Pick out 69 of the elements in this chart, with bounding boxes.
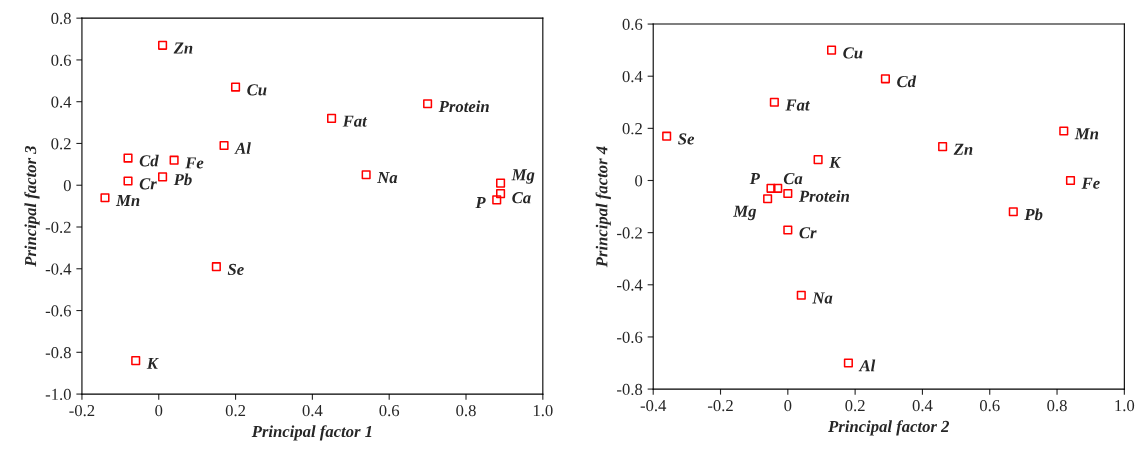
y-tick-label: -0.4 bbox=[617, 279, 643, 291]
x-tick-label: 0.2 bbox=[225, 404, 246, 417]
annotation: Cd bbox=[897, 75, 917, 88]
y-tick-label: 0.6 bbox=[51, 54, 72, 66]
annotation: Protein bbox=[798, 190, 850, 202]
y-tick-label: -0.6 bbox=[45, 305, 72, 317]
annotation: Pb bbox=[1024, 208, 1043, 221]
annotation: P bbox=[749, 173, 760, 184]
y-tick-label: -0.4 bbox=[45, 263, 72, 275]
annotation: Na bbox=[377, 172, 398, 184]
annotation: Fe bbox=[1081, 177, 1100, 189]
annotation: Se bbox=[678, 133, 695, 145]
annotation: Se bbox=[227, 263, 244, 276]
y-tick-label: 0.2 bbox=[622, 123, 642, 135]
annotation: Cu bbox=[247, 84, 267, 96]
annotation: Mn bbox=[115, 195, 140, 206]
y-tick-label: 0.4 bbox=[51, 96, 72, 108]
x-tick-label: -0.2 bbox=[707, 399, 733, 412]
annotation: Fat bbox=[785, 99, 810, 111]
x-tick-label: -0.2 bbox=[69, 404, 95, 417]
annotation: Cr bbox=[799, 227, 817, 239]
y-tick-label: 0 bbox=[635, 175, 643, 187]
y-tick-label: 0.2 bbox=[51, 138, 71, 150]
x-tick-label: 0.2 bbox=[845, 399, 865, 412]
x-tick-label: 1.0 bbox=[1115, 399, 1135, 412]
x-tick-label: 0.8 bbox=[456, 404, 476, 417]
x-axis-title: Principal factor 2 bbox=[828, 420, 950, 436]
x-axis-title: Principal factor 1 bbox=[251, 425, 372, 441]
y-tick-label: -0.2 bbox=[617, 227, 642, 239]
annotation: Protein bbox=[438, 100, 489, 113]
x-tick-label: 0.6 bbox=[379, 404, 400, 417]
annotation: Na bbox=[812, 292, 833, 304]
annotation: K bbox=[146, 357, 159, 369]
y-tick-label: 0 bbox=[63, 179, 71, 192]
y-tick-label: -0.8 bbox=[617, 383, 643, 396]
y-axis-title: Principal factor 4 bbox=[595, 146, 611, 268]
y-tick-label: -0.8 bbox=[45, 347, 71, 359]
y-tick-label: -0.2 bbox=[45, 221, 71, 234]
x-tick-label: 0 bbox=[784, 399, 792, 412]
y-tick-label: 0.6 bbox=[622, 18, 643, 31]
x-tick-label: 0.8 bbox=[1047, 399, 1067, 412]
annotation: Al bbox=[234, 142, 251, 154]
annotation: Cr bbox=[139, 178, 157, 190]
x-tick-label: 0 bbox=[155, 404, 163, 417]
annotation: P bbox=[475, 197, 486, 209]
y-tick-label: -1.0 bbox=[45, 388, 71, 401]
x-tick-label: 0.4 bbox=[912, 399, 933, 412]
y-tick-label: 0.8 bbox=[51, 12, 71, 25]
annotation: Ca bbox=[512, 192, 531, 204]
annotation: Cd bbox=[139, 154, 159, 167]
y-tick-label: -0.6 bbox=[617, 331, 643, 343]
annotation: Zn bbox=[173, 42, 193, 54]
annotation: Cu bbox=[843, 47, 863, 59]
x-tick-label: -0.4 bbox=[640, 399, 667, 412]
annotation: Mg bbox=[733, 205, 757, 221]
y-axis-title: Principal factor 3 bbox=[24, 145, 40, 267]
annotation: Mn bbox=[1074, 128, 1099, 140]
x-tick-label: 0.4 bbox=[302, 404, 323, 417]
annotation: Mg bbox=[511, 169, 535, 184]
annotation: Pb bbox=[173, 173, 192, 186]
annotation: Fat bbox=[342, 115, 368, 127]
annotation: Al bbox=[858, 359, 876, 372]
x-tick-label: 0.6 bbox=[979, 399, 1000, 412]
x-tick-label: 1.0 bbox=[533, 404, 553, 417]
annotation: Ca bbox=[783, 172, 803, 185]
annotation: Fe bbox=[185, 157, 204, 169]
annotation: K bbox=[829, 156, 842, 168]
y-tick-label: 0.4 bbox=[622, 70, 643, 83]
annotation: Zn bbox=[953, 143, 973, 155]
